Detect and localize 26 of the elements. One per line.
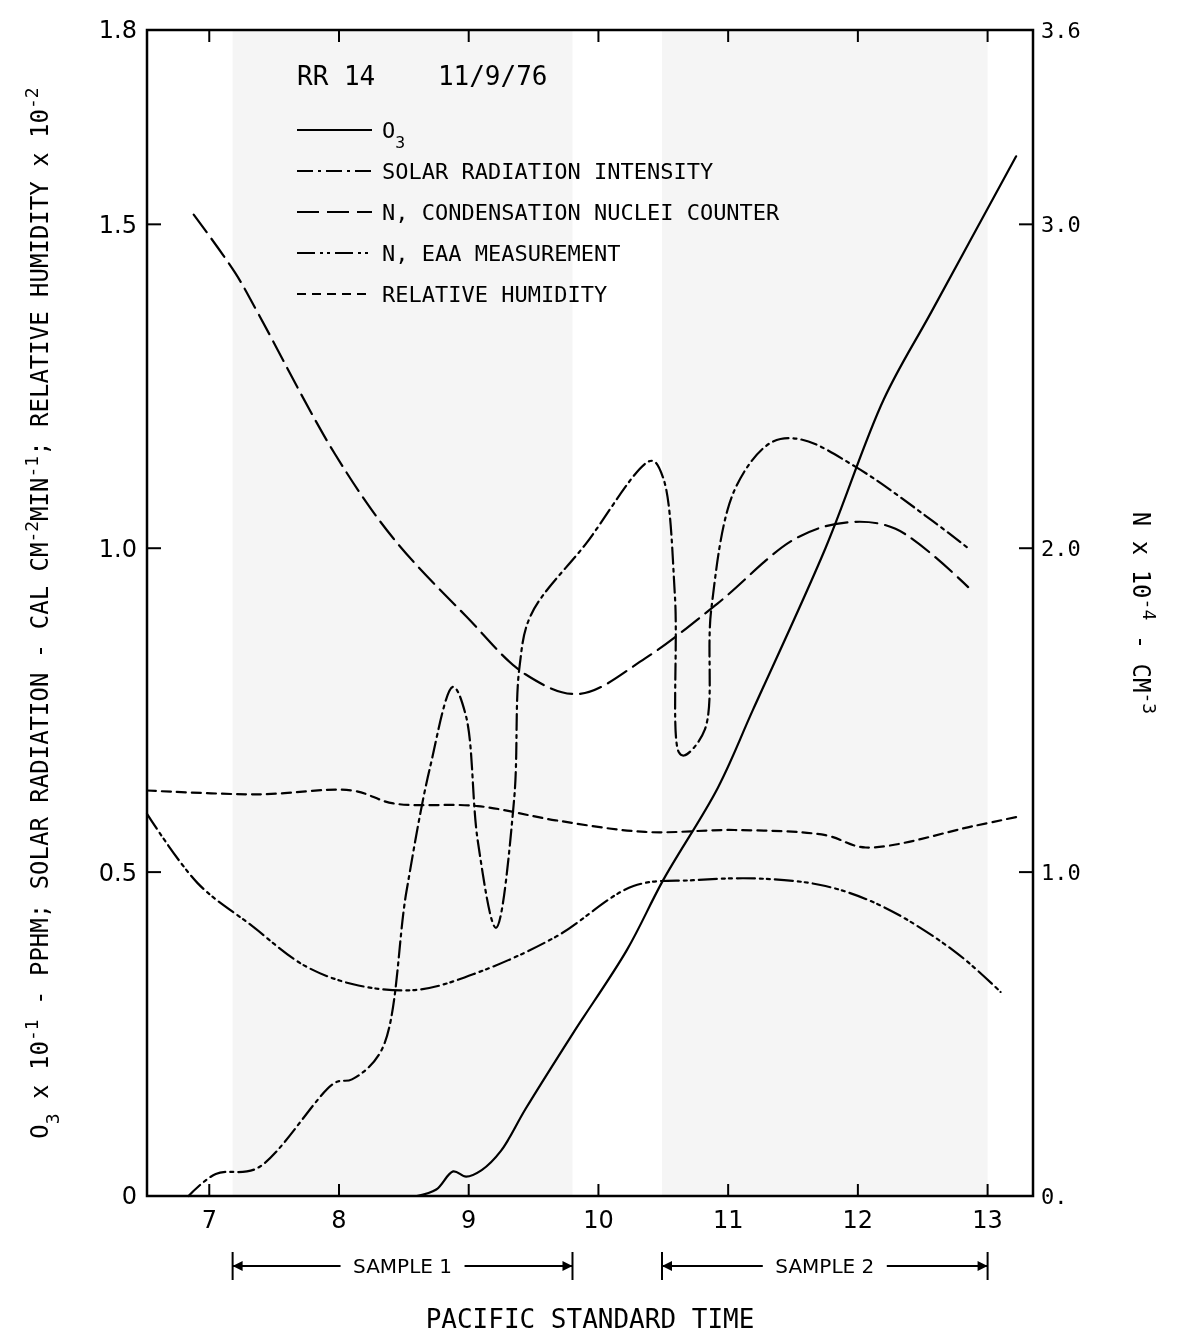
y-tick-label: 0.5	[98, 858, 137, 887]
legend-label: RELATIVE HUMIDITY	[382, 281, 608, 307]
x-tick-label: 11	[712, 1206, 744, 1234]
x-tick-label: 13	[972, 1206, 1003, 1234]
x-tick-label: 9	[461, 1206, 477, 1234]
y2-tick-label: 0.	[1041, 1183, 1068, 1209]
legend-label: SOLAR RADIATION INTENSITY	[382, 158, 714, 184]
x-tick-label: 8	[331, 1206, 347, 1234]
x-tick-label: 12	[842, 1206, 874, 1234]
x-tick-label: 7	[201, 1206, 217, 1234]
y-tick-label: 1.5	[98, 210, 137, 239]
y-tick-label: 1.8	[98, 16, 137, 45]
band-label: SAMPLE 2	[775, 1254, 875, 1278]
legend-title: RR 14 11/9/76	[297, 61, 548, 91]
y2-tick-label: 1.0	[1041, 859, 1081, 885]
y-tick-label: 0	[121, 1182, 137, 1211]
legend-label: N, EAA MEASUREMENT	[382, 240, 621, 266]
legend-label: O$_{3}$	[382, 117, 406, 152]
legend-label: N, CONDENSATION NUCLEI COUNTER	[382, 199, 781, 225]
x-axis-title: PACIFIC STANDARD TIME	[425, 1304, 755, 1334]
y2-tick-label: 2.0	[1041, 535, 1081, 561]
x-tick-label: 10	[583, 1206, 614, 1234]
y2-tick-label: 3.0	[1041, 212, 1081, 238]
y-tick-label: 1.0	[98, 534, 137, 563]
y2-tick-label: 3.6	[1041, 17, 1081, 43]
band-label: SAMPLE 1	[353, 1254, 453, 1278]
